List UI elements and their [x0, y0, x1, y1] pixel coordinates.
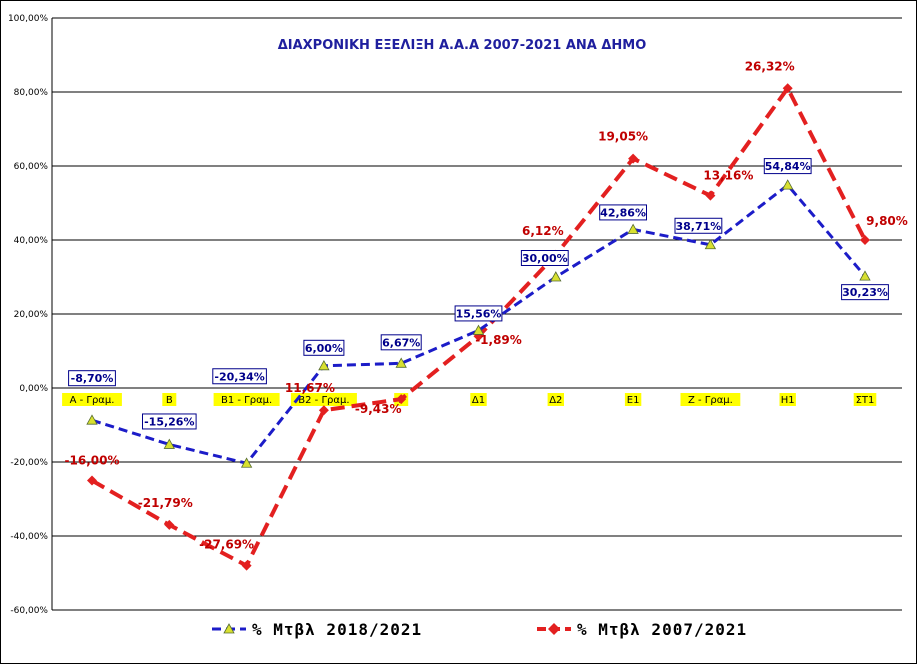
y-axis-ticks: -60,00% -40,00% -20,00% 0,00% 20,00% 40,00% 60… [8, 14, 48, 616]
category-label: Β [166, 395, 173, 406]
data-label-blue: -20,34% [214, 370, 264, 383]
data-label-red: 11,67% [285, 381, 335, 395]
data-point-red [860, 235, 870, 245]
data-point-blue [395, 357, 407, 368]
legend-label-series-1: % Μτβλ 2018/2021 [252, 620, 422, 639]
data-label-blue: 42,86% [600, 206, 646, 219]
data-label-red: 19,05% [598, 130, 648, 144]
data-label-blue: 6,00% [305, 342, 343, 355]
data-label-box-blue [763, 158, 812, 175]
category-highlight [680, 393, 741, 406]
category-label: Δ2 [549, 395, 562, 406]
data-label-red: 9,80% [866, 214, 908, 228]
data-point-blue [318, 359, 330, 371]
y-tick-label: 80,00% [14, 88, 49, 98]
y-tick-label: -20,00% [10, 458, 48, 468]
data-point-red [396, 394, 407, 405]
data-label-blue: 38,71% [675, 220, 721, 233]
category-highlight [162, 393, 177, 406]
data-point-blue [240, 457, 253, 468]
data-label-blue: -15,26% [144, 415, 194, 428]
data-point-blue [859, 270, 871, 281]
data-label-blue: 30,00% [522, 252, 568, 265]
data-point-blue [627, 223, 639, 234]
y-tick-label: 40,00% [14, 236, 49, 246]
category-highlight [779, 393, 796, 406]
data-point-blue [472, 324, 485, 335]
category-labels: Α - Γραμ.ΒΒ1 - Γραμ.Β2 - Γραμ.ΓΔ1Δ2Ε1Ζ -… [62, 393, 877, 406]
data-label-blue: 15,56% [456, 307, 502, 320]
data-label-red: -16,00% [65, 454, 120, 468]
legend-diamond-marker [548, 623, 560, 635]
category-highlight [624, 393, 642, 406]
data-label-box-blue [142, 413, 197, 430]
data-point-blue [550, 271, 562, 282]
y-tick-label: -60,00% [10, 606, 48, 616]
category-label: Η1 [781, 395, 795, 406]
data-label-blue: -8,70% [71, 372, 114, 385]
category-highlight [62, 393, 122, 406]
category-highlight [213, 393, 280, 406]
category-label: Α - Γραμ. [70, 395, 115, 406]
data-label-red: 13,16% [703, 169, 753, 183]
data-point-blue [163, 438, 175, 449]
y-tick-label: 20,00% [14, 310, 49, 320]
data-point-red [164, 519, 175, 530]
data-label-red: -9,43% [355, 402, 402, 416]
category-label: Ζ - Γραμ. [688, 395, 733, 406]
category-label: Δ1 [472, 395, 485, 406]
category-highlight [853, 393, 877, 406]
data-label-red: 6,12% [522, 224, 564, 238]
data-label-blue: 6,67% [382, 336, 420, 349]
legend-item-series-2: % Μτβλ 2007/2021 [537, 620, 747, 639]
y-tick-label: -40,00% [10, 532, 48, 542]
legend-label-series-2: % Μτβλ 2007/2021 [577, 620, 747, 639]
data-label-box-blue [303, 339, 345, 356]
series-markers [86, 83, 871, 571]
data-labels: -16,00% -21,79% -27,69% 11,67% -9,43% -1,89% 6… [65, 59, 908, 551]
data-label-box-blue [841, 284, 889, 301]
category-highlight [290, 393, 357, 406]
data-point-red [782, 83, 793, 94]
data-label-red: -27,69% [199, 538, 254, 552]
y-tick-label: 100,00% [8, 14, 48, 24]
data-label-blue: 30,23% [842, 286, 888, 299]
data-point-blue [704, 238, 717, 250]
chart-title: ΔΙΑΧΡΟΝΙΚΗ ΕΞΕΛΙΞΗ Α.Α.Α 2007-2021 ΑΝΑ Δ… [278, 38, 647, 53]
data-point-red [318, 405, 329, 416]
y-tick-label: 60,00% [14, 162, 49, 172]
category-label: Β1 - Γραμ. [221, 395, 272, 406]
category-label: Ε1 [627, 395, 640, 406]
legend: % Μτβλ 2018/2021 % Μτβλ 2007/2021 [212, 620, 747, 639]
data-label-blue: 54,84% [765, 160, 811, 173]
data-label-box-blue [454, 305, 503, 322]
data-point-red [628, 153, 639, 164]
legend-triangle-marker [223, 623, 235, 634]
data-label-red: -1,89% [475, 333, 522, 347]
data-label-red: -21,79% [138, 496, 193, 510]
data-label-box-blue [380, 334, 422, 351]
data-label-box-blue [520, 250, 569, 266]
legend-item-series-1: % Μτβλ 2018/2021 [212, 620, 422, 639]
data-point-red [705, 190, 716, 201]
data-point-red [241, 560, 252, 571]
category-highlight [470, 393, 487, 406]
data-point-blue [86, 414, 98, 425]
data-label-box-blue [599, 204, 648, 221]
data-point-red [87, 475, 97, 486]
series-line-2018-2021 [91, 183, 867, 465]
category-label: ΣΤ1 [856, 395, 875, 406]
data-point-blue [782, 179, 794, 190]
data-label-box-blue [212, 368, 267, 385]
data-label-box-blue [68, 370, 116, 387]
y-tick-label: 0,00% [19, 384, 48, 394]
data-label-box-blue [674, 217, 723, 234]
category-label: Β2 - Γραμ. [298, 395, 349, 406]
category-highlight [547, 393, 564, 406]
data-label-red: 26,32% [745, 59, 795, 73]
